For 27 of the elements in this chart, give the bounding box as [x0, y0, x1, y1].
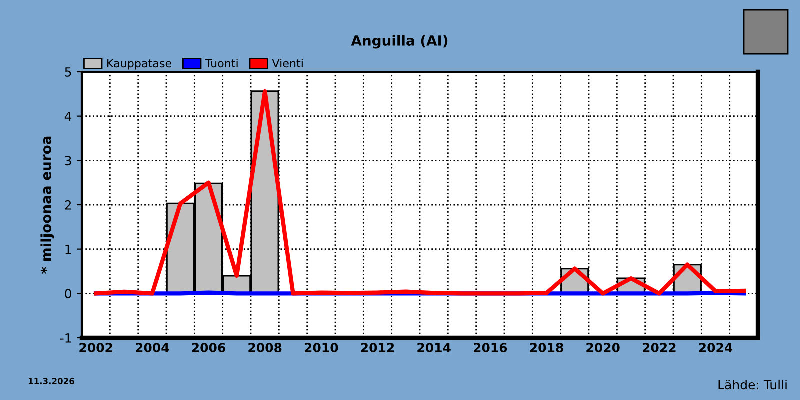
x-tick-label: 2012	[361, 343, 394, 353]
y-tick-label: -1	[60, 334, 72, 343]
x-tick-label: 2016	[474, 343, 508, 353]
x-tick-label: 2002	[80, 343, 112, 353]
x-tick-label: 2020	[586, 343, 620, 353]
x-tick-label: 2024	[699, 343, 733, 353]
x-tick-label: 2018	[530, 343, 564, 353]
legend-label: Vienti	[272, 59, 303, 68]
text: 11.3.2026	[28, 378, 74, 384]
x-tick-label: 2004	[136, 343, 170, 353]
x-tick-label: 2014	[418, 343, 451, 353]
y-tick-label: 4	[64, 112, 72, 122]
x-tick-label: 2008	[248, 343, 282, 353]
chart-title: Anguilla (AI)	[351, 35, 448, 49]
text: Lähde: Tulli	[718, 380, 787, 390]
y-tick-label: 3	[65, 156, 72, 166]
y-tick-label: 2	[65, 200, 72, 210]
legend-label: Kauppatase	[108, 59, 172, 70]
y-tick-label: 1	[66, 244, 72, 254]
x-tick-label: 2006	[192, 343, 226, 353]
x-tick-label: 2010	[305, 343, 338, 353]
legend-label: Tuonti	[205, 59, 238, 68]
line-series	[94, 89, 746, 296]
x-tick-label: 2022	[643, 343, 676, 353]
y-axis-title: * miljoonaa euroa	[40, 136, 54, 274]
y-tick-label: 5	[65, 68, 72, 77]
y-tick-label: 0	[65, 289, 72, 299]
